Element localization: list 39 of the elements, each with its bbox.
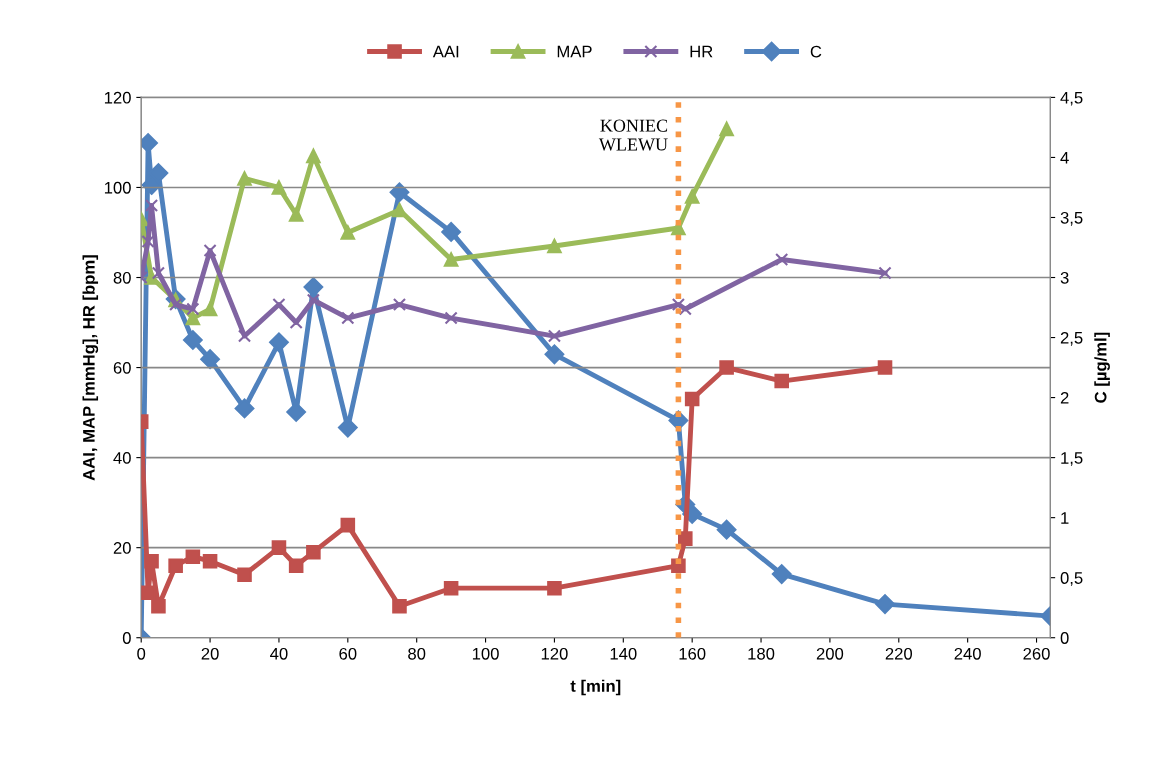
x-tick-label: 180 — [748, 647, 775, 660]
ref-line-label: KONIEC WLEWU — [598, 119, 668, 151]
x-tick-label: 220 — [885, 647, 913, 660]
y2-axis-title: C [µg/ml] — [1094, 332, 1110, 403]
y2-tick-label: 1,5 — [1061, 452, 1083, 466]
y2-tick-label: 2,5 — [1060, 331, 1083, 346]
y2-tick-label: 4,5 — [1060, 91, 1083, 106]
x-tick-label: 140 — [610, 647, 637, 660]
y-tick-label: 100 — [104, 181, 131, 194]
y-tick-label: 60 — [113, 361, 131, 374]
y-axis-title: AAI, MAP [mmHg], HR [bpm] — [82, 255, 99, 481]
x-tick-label: 60 — [339, 647, 357, 660]
y-tick-label: 40 — [113, 452, 131, 464]
legend-label: MAP — [557, 45, 592, 58]
y2-tick-label: 1 — [1061, 512, 1069, 524]
x-tick-label: 0 — [137, 647, 146, 660]
x-axis-title: t [min] — [570, 679, 621, 696]
y-tick-label: 20 — [113, 542, 131, 554]
y2-tick-label: 3,5 — [1060, 211, 1083, 226]
x-tick-label: 240 — [954, 647, 981, 660]
x-tick-label: 200 — [816, 647, 844, 660]
x-tick-label: 260 — [1023, 647, 1050, 660]
x-tick-label: 80 — [408, 647, 426, 660]
y2-tick-label: 4 — [1060, 152, 1069, 164]
y2-tick-label: 0 — [1060, 632, 1069, 644]
x-tick-label: 160 — [679, 647, 706, 660]
legend-label: AAI — [432, 45, 459, 58]
legend-label: HR — [690, 45, 713, 58]
x-tick-label: 40 — [270, 647, 288, 660]
y-tick-label: 80 — [113, 271, 131, 284]
x-tick-label: 20 — [201, 647, 219, 660]
y2-tick-label: 2 — [1060, 391, 1069, 404]
x-tick-label: 100 — [472, 647, 499, 660]
y-tick-label: 0 — [122, 632, 131, 644]
y-tick-label: 120 — [104, 91, 131, 104]
x-tick-label: 120 — [541, 647, 568, 660]
y2-tick-label: 3 — [1060, 271, 1069, 284]
legend-label: C — [810, 45, 822, 58]
y2-tick-label: 0,5 — [1060, 572, 1083, 586]
